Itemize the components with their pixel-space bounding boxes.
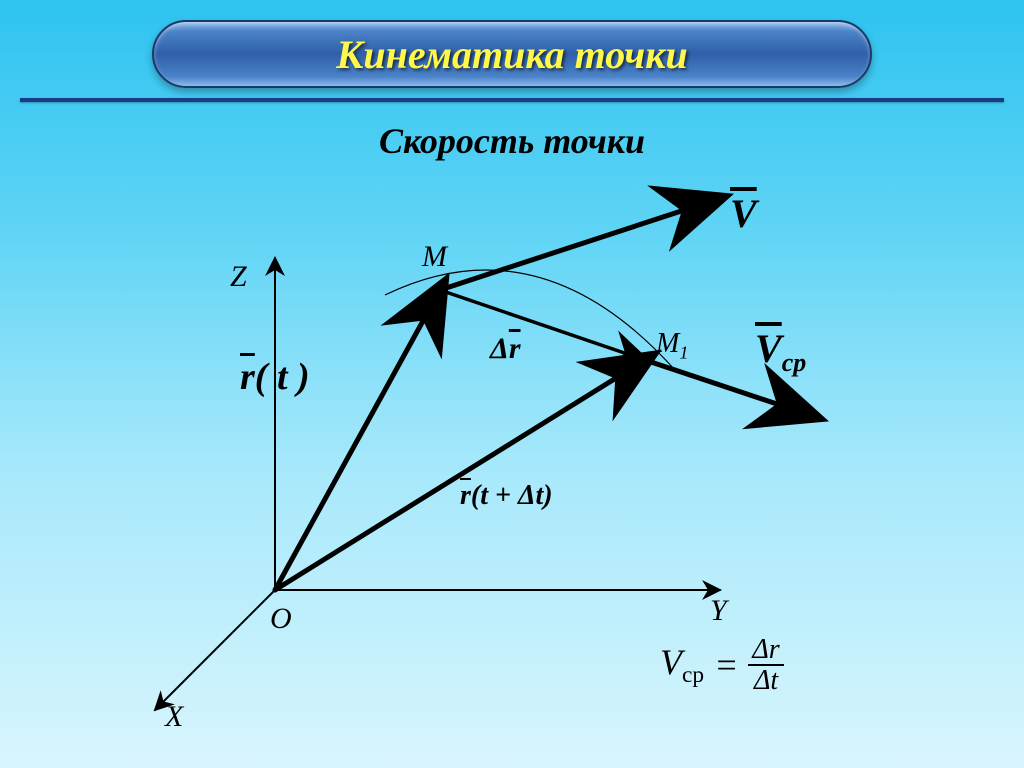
formula-vcp: Vср = Δr Δt [660,635,784,696]
label-r-t-r: r [240,356,255,398]
formula-den: Δt [750,666,782,695]
label-r-t-dt-r: r [460,480,471,511]
page-title: Кинематика точки [336,31,687,78]
label-M1-sub: 1 [679,343,688,363]
formula-lhs-base: V [660,642,682,682]
label-r-t-dt-rest: (t + Δt) [471,480,553,511]
label-delta-r: Δr [490,332,521,366]
diagram-container: O X Y Z M M1 V Vcp r( t ) Δr r(t + Δt) V… [120,170,920,730]
label-Vcp: Vcp [755,325,806,378]
formula-fraction: Δr Δt [748,635,783,696]
label-M: M [422,240,447,274]
label-delta-r-r: r [509,332,521,365]
label-X: X [165,700,183,734]
diagram-svg [120,170,920,730]
label-Z: Z [230,260,247,294]
label-Y: Y [710,594,727,628]
title-banner: Кинематика точки [152,20,872,88]
label-M1: M1 [656,328,688,364]
subtitle: Скорость точки [0,120,1024,162]
divider-rule [20,98,1004,102]
label-r-t-rest: ( t ) [255,356,310,398]
formula-lhs: Vср [660,641,704,689]
label-r-t: r( t ) [240,355,310,399]
label-V: V [730,190,757,237]
label-O: O [270,602,292,636]
formula-eq: = [714,644,738,686]
label-M1-base: M [656,328,679,359]
label-r-t-dt: r(t + Δt) [460,480,553,512]
label-Vcp-sub: cp [782,348,807,377]
formula-num: Δr [748,635,783,664]
label-V-text: V [730,191,757,236]
formula-lhs-sub: ср [682,662,704,688]
label-Vcp-base: V [755,326,782,371]
